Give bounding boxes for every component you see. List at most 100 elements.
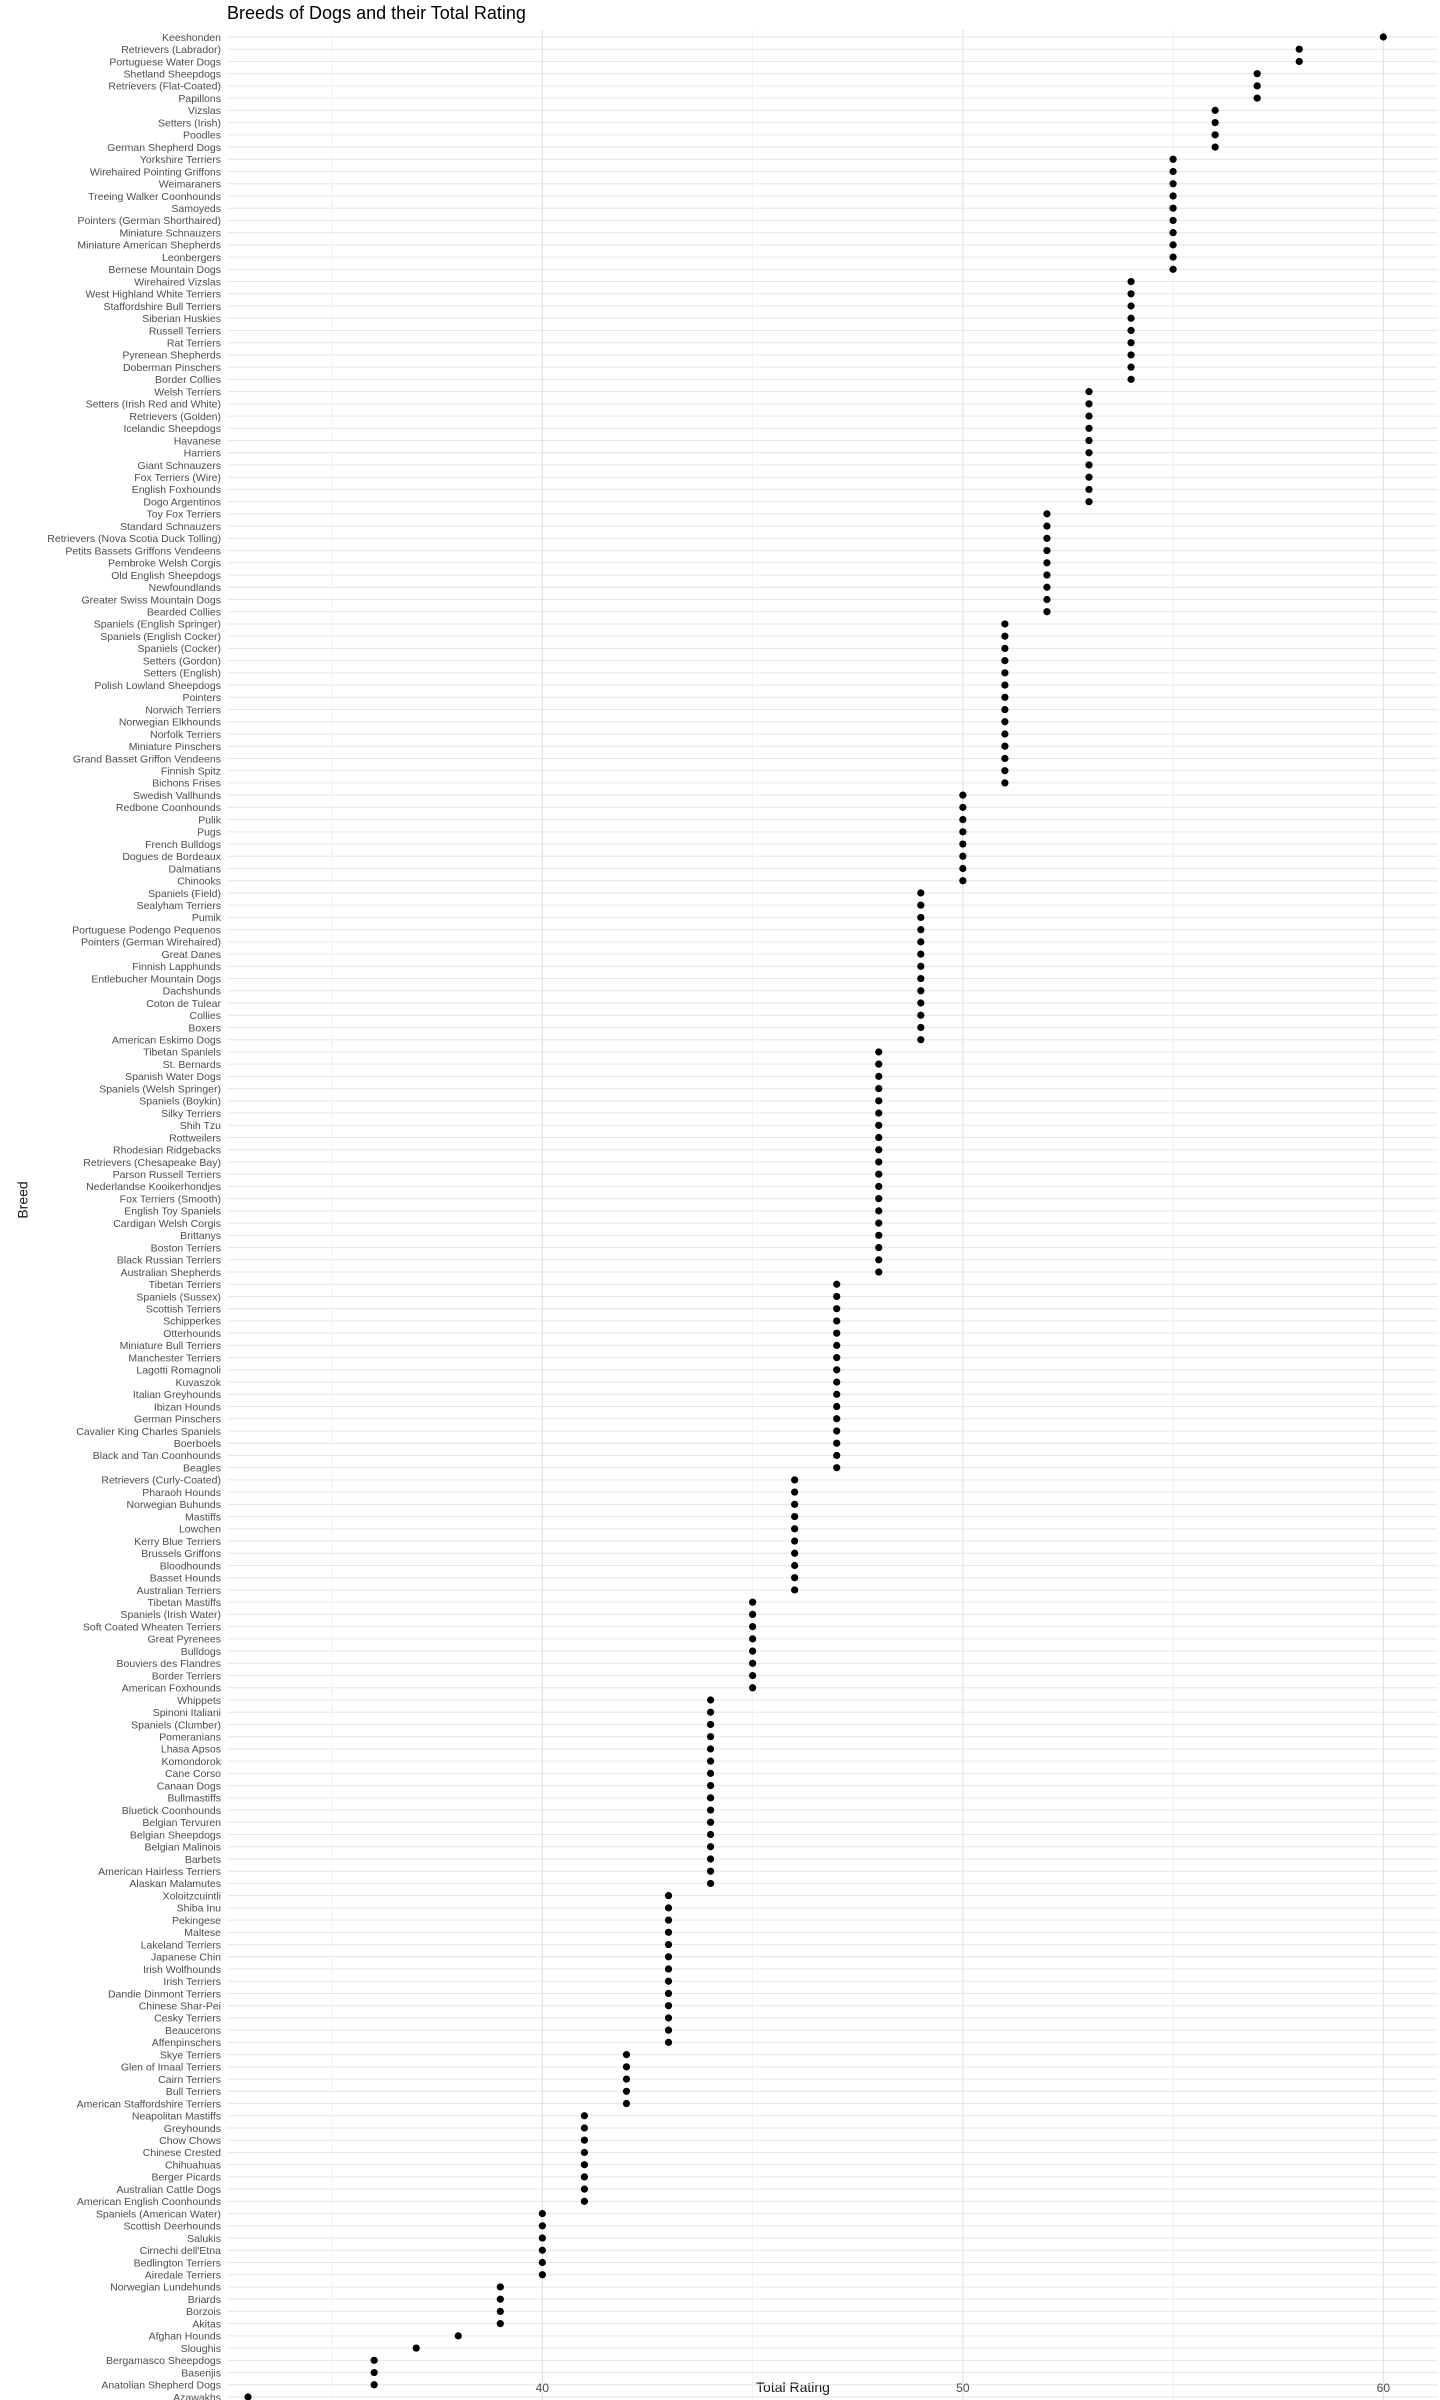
y-tick-label: Bernese Mountain Dogs (108, 264, 221, 276)
data-point (833, 1390, 841, 1398)
data-point (1211, 143, 1219, 151)
y-tick-label: Akitas (192, 2318, 221, 2330)
y-tick-label: Cairn Terriers (158, 2074, 221, 2086)
data-point (833, 1317, 841, 1325)
data-point (706, 1745, 715, 1753)
data-point (706, 1830, 715, 1839)
data-point (706, 1843, 715, 1851)
y-tick-label: Kerry Blue Terriers (134, 1536, 221, 1548)
data-point (1001, 669, 1009, 677)
data-point (833, 1292, 841, 1301)
data-point (749, 1671, 757, 1680)
data-point (1085, 473, 1093, 481)
data-point (833, 1305, 841, 1313)
data-point (538, 2246, 546, 2254)
y-tick-label: Treeing Walker Coonhounds (88, 191, 221, 203)
data-point (833, 1415, 841, 1423)
data-point (791, 1476, 799, 1484)
data-point (580, 2197, 589, 2205)
data-point (1001, 693, 1009, 701)
y-tick-label: Pomeranians (159, 1731, 221, 1743)
y-tick-label: Chinese Shar-Pei (139, 2001, 221, 2013)
data-point (1043, 534, 1051, 542)
y-tick-label: Miniature Schnauzers (119, 227, 221, 239)
y-tick-label: Petits Bassets Griffons Vendeens (65, 545, 221, 557)
y-tick-label: Japanese Chin (151, 1952, 221, 1964)
y-tick-label: Portuguese Water Dogs (109, 56, 221, 68)
data-point (875, 1195, 883, 1203)
data-point (1127, 351, 1135, 359)
x-tick-label: 40 (536, 2381, 550, 2395)
data-point (833, 1366, 841, 1374)
y-tick-label: Newfoundlands (149, 582, 221, 594)
y-tick-label: Spinoni Italiani (153, 1707, 221, 1719)
data-point (622, 2051, 631, 2059)
y-tick-label: Norwich Terriers (145, 704, 221, 716)
y-tick-label: Spaniels (American Water) (96, 2208, 221, 2220)
data-point (749, 1647, 757, 1655)
y-tick-label: Havanese (174, 435, 221, 447)
y-tick-label: Tibetan Mastiffs (147, 1597, 221, 1609)
y-tick-label: Scottish Terriers (146, 1304, 221, 1316)
y-tick-label: Irish Terriers (163, 1976, 221, 1988)
data-point (875, 1121, 883, 1129)
y-tick-label: American English Coonhounds (77, 2196, 221, 2208)
data-point (622, 2075, 631, 2083)
data-point (833, 1464, 841, 1472)
data-point (496, 2295, 504, 2303)
y-tick-label: Rottweilers (169, 1132, 221, 1144)
data-point (875, 1085, 883, 1093)
y-tick-label: Lakeland Terriers (141, 1939, 221, 1951)
data-point (1127, 375, 1135, 383)
y-tick-label: Kuvaszok (175, 1377, 221, 1389)
y-tick-label: Toy Fox Terriers (147, 509, 222, 521)
y-tick-label: Wirehaired Pointing Griffons (90, 166, 221, 178)
y-tick-label: Pulik (198, 814, 222, 826)
y-tick-label: Old English Sheepdogs (111, 570, 221, 582)
data-point (1169, 204, 1177, 212)
data-point (706, 1769, 715, 1777)
data-point (875, 1207, 883, 1215)
y-tick-label: Pointers (German Wirehaired) (81, 937, 221, 949)
data-point (244, 2393, 252, 2400)
y-tick-label: Norfolk Terriers (150, 729, 221, 741)
data-point (580, 2112, 589, 2120)
data-point (370, 2381, 378, 2389)
y-tick-label: Basenjis (181, 2367, 221, 2379)
y-tick-label: Pointers (182, 692, 221, 704)
data-point (664, 2038, 673, 2046)
data-point (1169, 155, 1177, 163)
data-point (875, 1072, 883, 1080)
y-tick-label: St. Bernards (163, 1059, 221, 1071)
data-point (875, 1231, 883, 1239)
y-tick-label: Border Terriers (152, 1670, 221, 1682)
data-point (875, 1060, 883, 1068)
data-point (706, 1818, 715, 1826)
data-point (1085, 424, 1093, 432)
y-tick-label: Retrievers (Curly-Coated) (101, 1475, 221, 1487)
y-tick-label: Miniature American Shepherds (77, 240, 221, 252)
data-point (917, 889, 925, 897)
data-point (791, 1512, 799, 1521)
y-tick-label: Otterhounds (163, 1328, 221, 1340)
y-tick-label: Tibetan Spaniels (143, 1047, 221, 1059)
y-tick-label: Bloodhounds (160, 1560, 221, 1572)
y-tick-label: Russell Terriers (149, 325, 221, 337)
y-tick-label: Great Pyrenees (147, 1634, 221, 1646)
y-tick-label: Belgian Sheepdogs (130, 1829, 221, 1841)
data-point (1043, 571, 1051, 579)
data-point (1211, 106, 1219, 114)
y-tick-label: Norwegian Buhunds (126, 1499, 221, 1511)
y-tick-label: Neapolitan Mastiffs (132, 2111, 221, 2123)
y-tick-label: Norwegian Elkhounds (119, 717, 221, 729)
y-tick-label: Bull Terriers (166, 2086, 221, 2098)
y-tick-label: Giant Schnauzers (138, 460, 221, 472)
data-point (833, 1439, 841, 1447)
y-tick-label: Pyrenean Shepherds (122, 350, 221, 362)
y-tick-label: Pumik (192, 912, 222, 924)
data-point (496, 2307, 504, 2316)
y-tick-label: Irish Wolfhounds (143, 1964, 221, 1976)
y-tick-label: Spaniels (Sussex) (136, 1291, 221, 1303)
y-tick-label: Skye Terriers (160, 2049, 221, 2061)
